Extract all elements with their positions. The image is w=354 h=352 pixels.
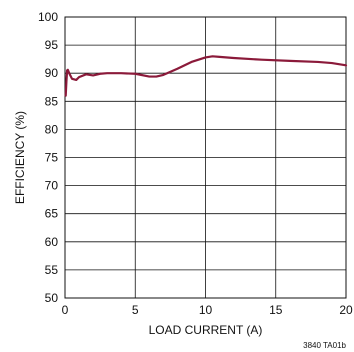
y-tick-label: 60: [45, 235, 59, 249]
chart-grid: [65, 17, 346, 298]
y-tick-label: 50: [45, 291, 59, 305]
x-tick-label: 20: [339, 303, 353, 317]
y-tick-label: 70: [45, 179, 59, 193]
x-tick-labels: 0 5 10 15 20: [62, 303, 353, 317]
y-tick-label: 75: [45, 151, 59, 165]
figure-code: 3840 TA01b: [303, 341, 346, 350]
x-tick-label: 15: [269, 303, 283, 317]
y-tick-label: 95: [45, 38, 59, 52]
x-axis-label: LOAD CURRENT (A): [149, 323, 263, 337]
x-tick-label: 5: [132, 303, 139, 317]
y-tick-labels: 50 55 60 65 70 75 80 85 90 95 100: [38, 10, 58, 305]
x-tick-label: 0: [62, 303, 69, 317]
x-tick-label: 10: [199, 303, 213, 317]
plot-frame: [64, 16, 347, 299]
y-tick-label: 90: [45, 66, 59, 80]
y-tick-label: 80: [45, 122, 59, 136]
y-tick-label: 100: [38, 10, 58, 24]
y-axis-label: EFFICIENCY (%): [13, 111, 27, 204]
y-tick-label: 65: [45, 207, 59, 221]
y-tick-label: 85: [45, 94, 59, 108]
efficiency-curve: [64, 55, 348, 97]
y-tick-label: 55: [45, 263, 59, 277]
